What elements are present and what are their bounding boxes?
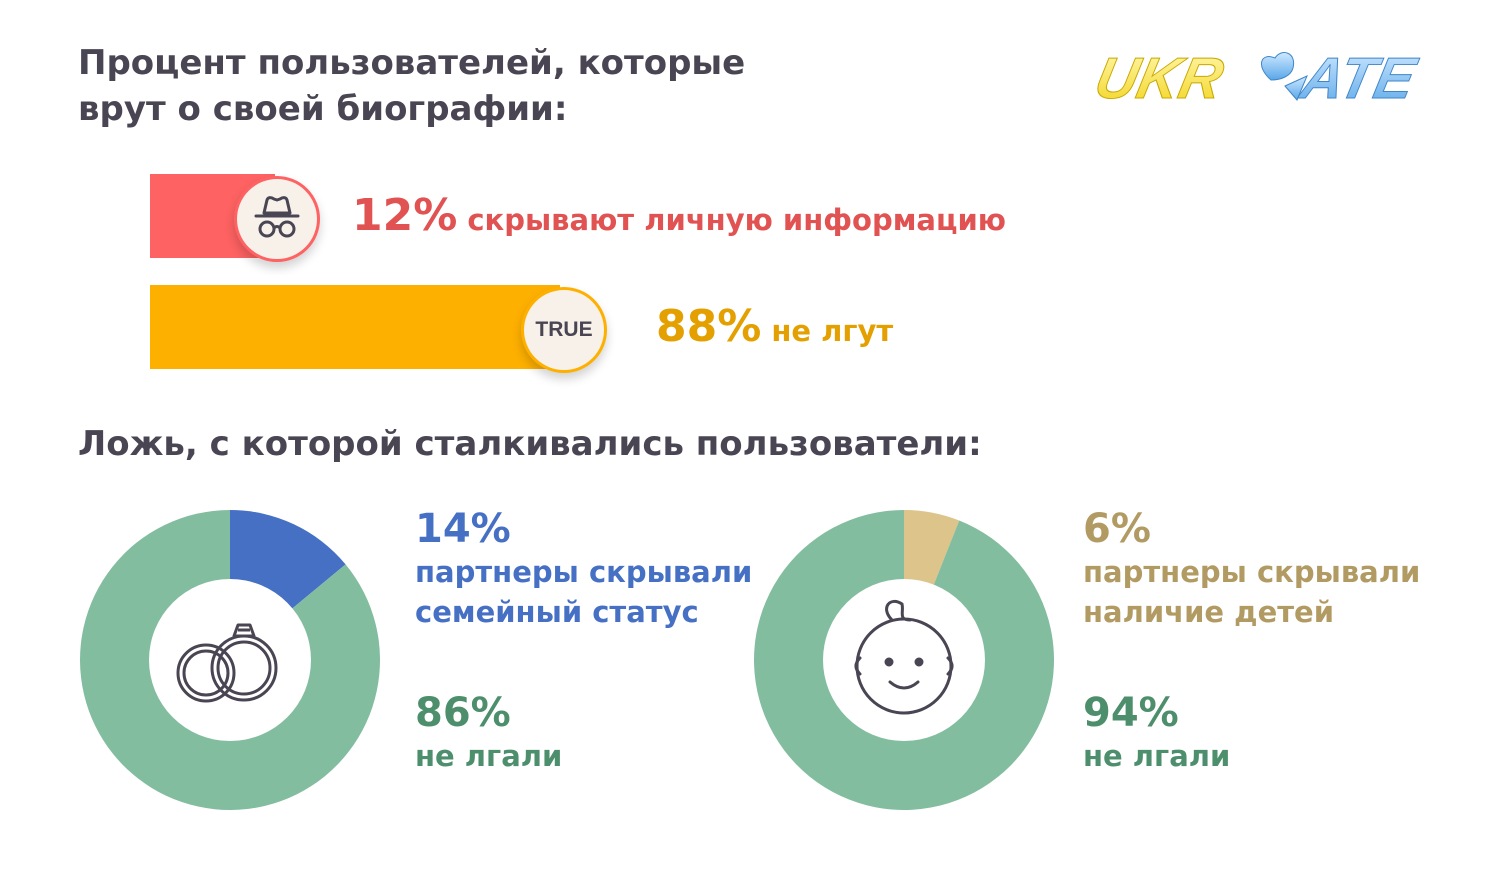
hide-info-label: скрывают личную информацию [467,203,1006,237]
children-truth-label: 94% не лгали [1083,690,1230,776]
svg-text:ATE: ATE [1294,47,1423,111]
marital-truth-label: 86% не лгали [415,690,562,776]
true-badge-icon: TRUE [521,287,607,373]
truthful-label: не лгут [771,314,894,348]
marital-lie-percent: 14% [415,506,511,552]
donut-chart-children [754,510,1054,810]
baby-face-icon [854,599,954,715]
spy-badge [234,176,320,262]
truthful-stat: 88% не лгут [656,301,893,352]
spy-hat-glasses-icon [254,196,300,238]
donut-chart-marital [80,510,380,810]
marital-truth-text: не лгали [415,739,563,773]
children-truth-percent: 94% [1083,690,1179,736]
true-badge-label: TRUE [535,318,593,341]
marital-truth-percent: 86% [415,690,511,736]
children-lie-label: 6% партнеры скрывали наличие детей [1083,506,1420,632]
children-lie-line2: наличие детей [1083,595,1335,629]
children-lie-line1: партнеры скрывали [1083,555,1421,589]
donut-hole [823,579,985,741]
svg-text:UKR: UKR [1090,47,1229,111]
page-title: Процент пользователей, которые врут о св… [78,43,746,129]
truthful-bar [150,285,560,369]
truthful-percent: 88% [656,301,762,352]
marital-lie-line2: семейный статус [415,595,699,629]
ukrdate-logo: UKR ATE [1089,46,1423,111]
section-title: Ложь, с которой сталкивались пользовател… [78,424,982,464]
children-truth-text: не лгали [1083,739,1231,773]
wedding-rings-icon [176,623,278,703]
marital-lie-label: 14% партнеры скрывали семейный статус [415,506,752,632]
hide-info-stat: 12% скрывают личную информацию [352,190,1006,241]
marital-lie-line1: партнеры скрывали [415,555,753,589]
children-lie-percent: 6% [1083,506,1151,552]
hide-info-percent: 12% [352,190,458,241]
